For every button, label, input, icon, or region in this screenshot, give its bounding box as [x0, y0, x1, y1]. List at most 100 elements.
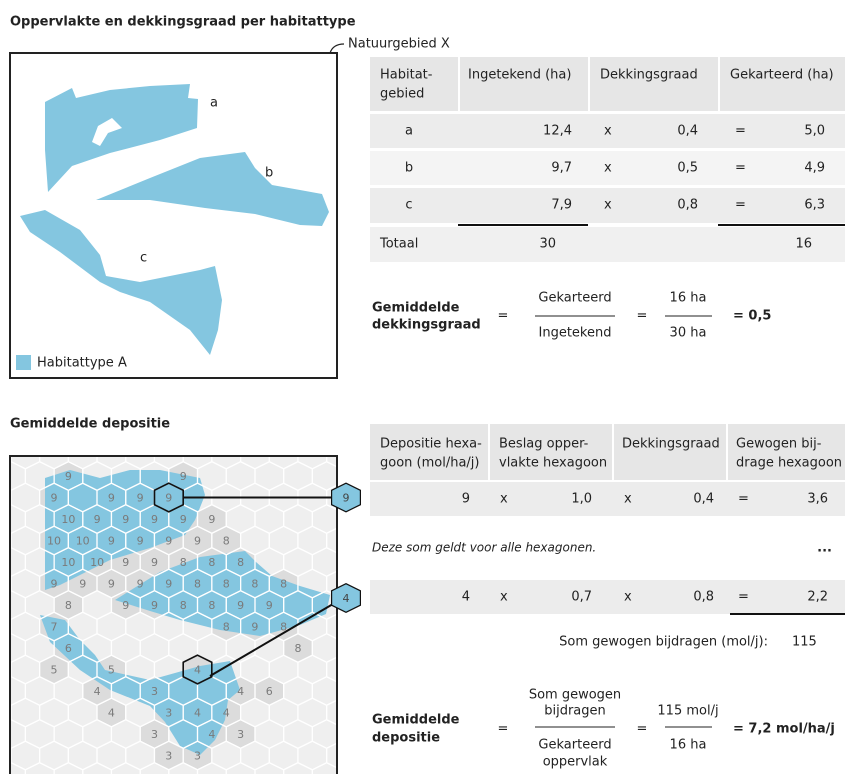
hex-cell — [326, 743, 336, 768]
cell-text: x — [604, 161, 612, 176]
cell-text: 4 — [462, 590, 470, 605]
cell-text: x — [624, 492, 632, 507]
hex-value: 6 — [65, 642, 72, 655]
hex-cell — [312, 547, 336, 577]
header-cell — [490, 424, 612, 480]
hex-cell — [39, 457, 69, 469]
hex-value: 10 — [90, 556, 104, 569]
habitat-map — [9, 43, 345, 379]
hex-cell — [240, 741, 270, 770]
hex-value: 9 — [65, 470, 72, 483]
cell-text: = — [735, 198, 746, 213]
hex-cell — [269, 698, 298, 727]
area-b — [96, 152, 329, 226]
hex-cell — [154, 612, 184, 641]
hex-value: 9 — [151, 599, 158, 612]
hex-cell — [125, 612, 155, 641]
hex-value: 4 — [94, 685, 101, 698]
hex-cell — [326, 457, 336, 467]
hex-value: 4 — [194, 664, 201, 677]
hex-cell — [283, 719, 313, 749]
cell-text: = — [735, 124, 746, 139]
hex-value: 4 — [108, 707, 115, 720]
hex-cell — [312, 762, 336, 774]
hex-value: 9 — [180, 470, 187, 483]
map-frame — [9, 455, 338, 774]
hex-outline — [341, 720, 370, 749]
cell-text: 0,4 — [677, 124, 698, 139]
hex-value: 9 — [208, 513, 215, 526]
hex-cell — [11, 676, 26, 706]
hex-cell — [240, 526, 270, 555]
cell-text: a — [405, 124, 413, 139]
hex-cell — [11, 633, 26, 663]
cell-text: 2,2 — [807, 590, 828, 605]
operator: = — [637, 722, 648, 737]
hex-cell — [168, 633, 198, 663]
hex-cell — [11, 762, 26, 774]
legend-label: Habitattype A — [37, 356, 127, 371]
header-cell — [728, 424, 845, 480]
hex-cell — [111, 633, 141, 663]
header-text: Dekkingsgraad — [600, 68, 698, 83]
hex-outline — [326, 742, 336, 769]
formula-label: Gemiddelde — [372, 713, 460, 728]
table-2 — [370, 424, 845, 728]
hex-cell — [341, 720, 370, 749]
hex-cell — [97, 698, 126, 727]
cell-text: = — [738, 492, 749, 507]
hex-cell — [312, 676, 336, 706]
hex-cell — [54, 676, 83, 706]
hex-value: 9 — [165, 492, 172, 505]
hex-cell — [255, 633, 284, 663]
denominator: 30 ha — [670, 326, 707, 341]
hex-value: 7 — [51, 621, 58, 634]
denominator: Ingetekend — [539, 326, 612, 341]
hex-cell — [297, 526, 327, 555]
header-text: Gewogen bij- — [736, 437, 822, 452]
hex-cell — [269, 741, 298, 770]
cell-text: = — [735, 161, 746, 176]
hex-cell — [11, 569, 40, 598]
hex-value: 9 — [137, 578, 144, 591]
header-cell — [614, 424, 726, 480]
cell-text: 5,0 — [804, 124, 825, 139]
cell-text: x — [500, 590, 508, 605]
hex-cell — [197, 461, 227, 491]
total-text: 16 — [795, 237, 812, 252]
hex-value: 10 — [61, 556, 75, 569]
cell-text: 0,4 — [693, 492, 714, 507]
row-bg — [370, 151, 845, 185]
hex-value: 9 — [165, 535, 172, 548]
cell-text: 12,4 — [543, 124, 572, 139]
hex-value: 8 — [280, 621, 287, 634]
cell-text: c — [405, 198, 412, 213]
hex-value: 10 — [61, 513, 75, 526]
area-label: a — [210, 96, 218, 111]
hex-cell — [283, 461, 313, 491]
hex-cell — [326, 700, 336, 725]
hex-cell — [125, 457, 155, 469]
header-text: Habitat- — [380, 68, 433, 83]
hex-value: 9 — [266, 599, 273, 612]
hex-cell — [240, 457, 270, 469]
hex-value: 3 — [165, 750, 172, 763]
hex-cell — [39, 655, 69, 684]
hex-cell — [97, 569, 126, 598]
hex-outline — [326, 613, 336, 640]
hex-value: 8 — [208, 599, 215, 612]
hex-cell — [140, 719, 169, 749]
hex-cell — [255, 676, 284, 706]
hex-cell — [312, 504, 336, 534]
area-a — [45, 84, 198, 192]
header-cell — [590, 57, 718, 111]
hex-value: 8 — [223, 535, 230, 548]
hex-cell — [111, 762, 141, 774]
hex-cell — [283, 633, 313, 663]
operator: = — [498, 722, 509, 737]
hex-value: 8 — [194, 578, 201, 591]
callout-value: 4 — [343, 592, 350, 605]
hex-value: 3 — [194, 750, 201, 763]
hex-cell — [154, 457, 184, 469]
